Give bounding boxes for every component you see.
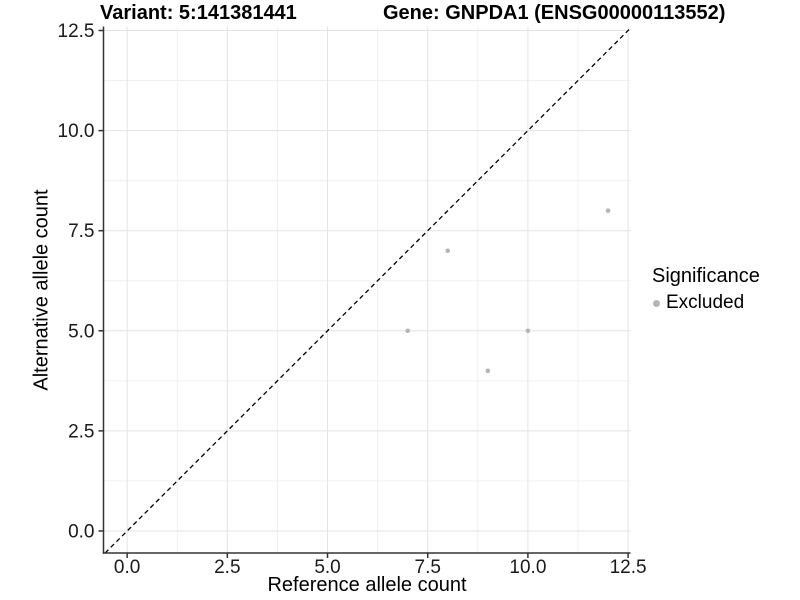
identity-line	[104, 27, 631, 554]
gene-title: Gene: GNPDA1 (ENSG00000113552)	[383, 2, 726, 24]
y-tick-label: 12.5	[58, 21, 95, 42]
y-tick-label: 2.5	[68, 421, 94, 442]
y-axis-title: Alternative allele count	[30, 189, 53, 391]
x-tick-label: 7.5	[415, 557, 441, 578]
data-point	[405, 328, 410, 334]
x-tick-label: 5.0	[314, 557, 340, 578]
x-tick-label: 2.5	[214, 557, 240, 578]
legend: Significance Excluded	[650, 265, 760, 314]
data-point	[445, 248, 451, 254]
x-tick-label: 12.5	[610, 557, 647, 578]
y-tick-label: 5.0	[68, 321, 94, 342]
x-tick-label: 10.0	[509, 557, 546, 578]
data-point	[605, 208, 611, 213]
variant-title: Variant: 5:141381441	[100, 2, 297, 24]
x-axis-title: Reference allele count	[267, 574, 467, 596]
x-tick-label: 0.0	[114, 557, 140, 578]
y-tick-label: 7.5	[68, 221, 94, 242]
data-point	[485, 368, 491, 374]
legend-title: Significance	[652, 265, 760, 287]
legend-entry-label: Excluded	[666, 292, 745, 313]
excluded-point-icon	[653, 299, 660, 307]
y-tick-label: 10.0	[58, 121, 95, 142]
data-point	[525, 328, 531, 334]
y-tick-label: 0.0	[68, 521, 94, 542]
legend-entry: Excluded	[650, 292, 760, 314]
